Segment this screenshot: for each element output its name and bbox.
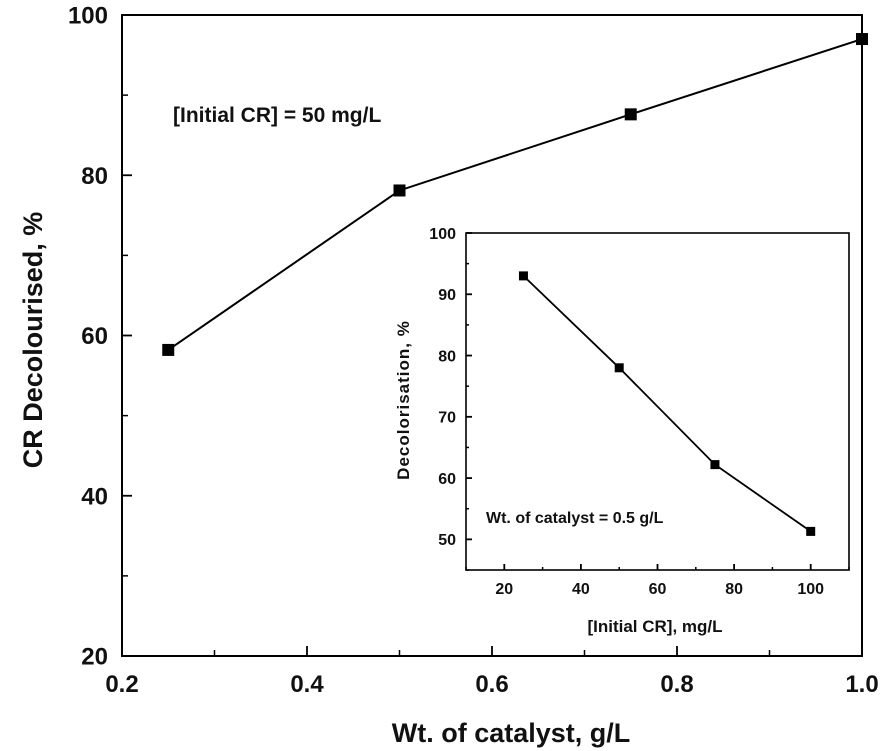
inset-y-tick-label: 100 — [429, 226, 456, 243]
main-x-tick-label: 0.8 — [660, 671, 693, 698]
main-y-tick-label: 20 — [81, 644, 108, 671]
main-series — [162, 33, 868, 356]
inset-y-tick-label: 80 — [438, 348, 456, 365]
inset-x-tick-label: 100 — [797, 581, 824, 598]
main-x-tick-label: 0.4 — [290, 671, 324, 698]
main-data-point — [162, 343, 175, 356]
inset-data-point — [710, 460, 720, 470]
inset-data-point — [614, 363, 624, 373]
main-data-point — [856, 33, 868, 46]
main-y-tick-label: 100 — [68, 3, 108, 30]
main-x-tick-label: 0.2 — [105, 671, 138, 698]
inset-series-line — [522, 275, 812, 533]
main-series-line — [167, 38, 863, 351]
inset-y-tick-label: 60 — [438, 471, 456, 488]
main-y-tick-label: 40 — [81, 483, 108, 510]
main-y-axis-title: CR Decolourised, % — [18, 212, 48, 469]
inset-y-axis-title: Decolorisation, % — [394, 320, 413, 480]
main-y-tick-label: 80 — [81, 163, 108, 190]
inset-data-point — [518, 271, 528, 281]
main-axis-ticks: 20 40 60 80 100 0.2 0.4 0.6 0.8 1.0 — [68, 3, 879, 698]
inset-plot: 50 60 70 80 90 100 20 40 60 80 100 Wt. of catalyst… — [394, 226, 850, 636]
main-data-point — [624, 108, 637, 121]
main-data-point — [393, 184, 406, 197]
inset-x-tick-label: 60 — [649, 581, 667, 598]
inset-annotation: Wt. of catalyst = 0.5 g/L — [486, 510, 664, 527]
inset-x-axis-title: [Initial CR], mg/L — [587, 617, 722, 636]
main-plot: 20 40 60 80 100 0.2 0.4 0.6 0.8 1.0 [Initial CR] … — [18, 3, 879, 748]
main-y-tick-label: 60 — [81, 323, 108, 350]
inset-x-tick-label: 80 — [725, 581, 743, 598]
inset-series — [518, 271, 816, 536]
inset-axis-ticks: 50 60 70 80 90 100 20 40 60 80 100 — [429, 226, 850, 598]
inset-y-tick-label: 70 — [438, 410, 456, 427]
inset-y-tick-label: 90 — [438, 287, 456, 304]
main-x-axis-title: Wt. of catalyst, g/L — [392, 718, 631, 748]
main-x-tick-label: 0.6 — [475, 671, 508, 698]
main-annotation: [Initial CR] = 50 mg/L — [173, 104, 381, 127]
inset-x-tick-label: 40 — [572, 581, 590, 598]
inset-y-tick-label: 50 — [438, 532, 456, 549]
main-x-tick-label: 1.0 — [845, 671, 878, 698]
inset-data-point — [806, 526, 816, 536]
inset-x-tick-label: 20 — [495, 581, 513, 598]
